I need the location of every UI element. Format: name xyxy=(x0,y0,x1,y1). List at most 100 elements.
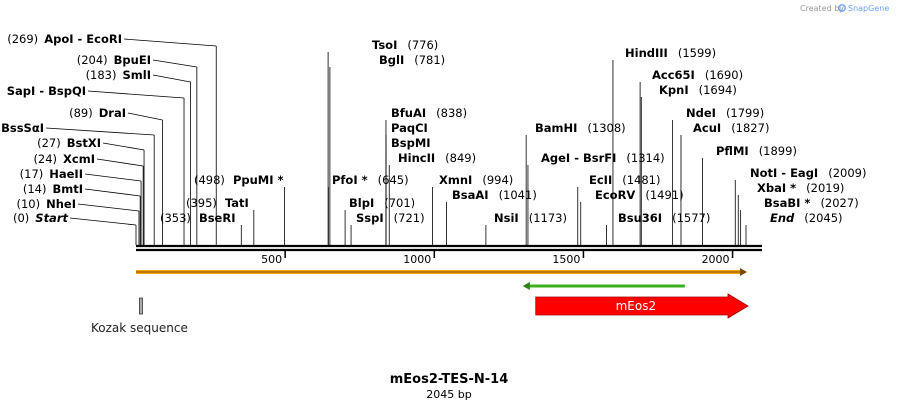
restriction-site[interactable]: Acc65I (1690) xyxy=(639,68,743,245)
restriction-site[interactable]: XbaI * (2019) xyxy=(737,181,844,245)
restriction-site[interactable]: AcuI (1827) xyxy=(680,121,769,245)
site-label[interactable]: (24) XcmI xyxy=(33,152,95,166)
site-label[interactable]: TsoI (776) xyxy=(372,38,438,52)
orf-orange[interactable] xyxy=(136,268,747,276)
site-label[interactable]: (204) BpuEI xyxy=(77,53,151,67)
orf-green[interactable] xyxy=(522,282,685,290)
site-label[interactable]: (395) TatI xyxy=(186,196,249,210)
site-enzyme-name: HincII xyxy=(398,151,435,165)
restriction-site[interactable]: SspI (721) xyxy=(350,211,425,245)
meos2-feature[interactable]: mEos2 xyxy=(535,293,749,319)
site-enzyme-name: SspI xyxy=(356,211,384,225)
kozak-mark[interactable] xyxy=(139,297,143,315)
kozak-feature[interactable]: Kozak sequence xyxy=(91,297,188,335)
restriction-site[interactable]: AgeI - BsrFI (1314) xyxy=(527,151,665,245)
site-position: (838) xyxy=(436,106,467,120)
restriction-site[interactable]: (0) Start xyxy=(13,211,137,245)
ruler: 500 1000 1500 2000 xyxy=(261,251,734,266)
site-label[interactable]: NotI - EagI (2009) xyxy=(750,166,866,180)
restriction-site[interactable]: (395) TatI xyxy=(186,196,255,245)
site-label[interactable]: (183) SmlI xyxy=(86,68,151,82)
site-label[interactable]: (17) HaeII xyxy=(20,167,83,181)
site-label[interactable]: HindIII (1599) xyxy=(625,46,716,60)
site-label[interactable]: (27) BstXI xyxy=(37,136,101,150)
snapgene-logo-icon xyxy=(838,4,846,12)
site-leader-connector xyxy=(152,59,197,68)
site-label[interactable]: BspMI xyxy=(391,136,431,150)
site-label[interactable]: AgeI - BsrFI (1314) xyxy=(541,151,665,165)
site-label[interactable]: (61)BssSI - BssSαI xyxy=(0,121,44,135)
restriction-site[interactable]: PfoI * (645) xyxy=(327,173,409,245)
site-label[interactable]: AcuI (1827) xyxy=(693,121,769,135)
site-position: (645) xyxy=(378,173,409,187)
restriction-site[interactable]: (89) DraI xyxy=(69,106,163,245)
site-label[interactable]: BlpI (701) xyxy=(349,196,415,210)
restriction-site[interactable]: EcoRV (1491) xyxy=(580,188,684,245)
restriction-site[interactable]: (353) BseRI xyxy=(160,211,242,245)
site-label[interactable]: NdeI (1799) xyxy=(686,106,764,120)
site-label[interactable]: SspI (721) xyxy=(356,211,425,225)
restriction-site[interactable]: End (2045) xyxy=(745,211,843,245)
restriction-site[interactable]: (269) ApoI - EcoRI xyxy=(7,32,217,245)
restriction-site[interactable]: BglI (781) xyxy=(329,53,445,245)
restriction-site[interactable]: NotI - EagI (2009) xyxy=(734,166,866,245)
restriction-site[interactable]: (61)BssSI - BssSαI xyxy=(0,121,155,245)
site-label[interactable]: KpnI (1694) xyxy=(659,83,737,97)
restriction-site[interactable]: (10) NheI xyxy=(17,197,140,245)
site-enzyme-name: PflMI xyxy=(716,144,749,158)
restriction-site[interactable]: XmnI (994) xyxy=(432,173,513,245)
restriction-site[interactable]: BspMI xyxy=(385,136,431,245)
site-label[interactable]: (353) BseRI xyxy=(160,211,235,225)
restriction-site[interactable]: (24) XcmI xyxy=(33,152,144,245)
restriction-site[interactable]: BsaAI (1041) xyxy=(446,188,537,245)
site-label[interactable]: (14) BmtI xyxy=(23,182,83,196)
restriction-site[interactable]: (17) HaeII xyxy=(20,167,142,245)
restriction-site[interactable]: (183) SmlI xyxy=(86,68,191,245)
site-label[interactable]: NsiI (1173) xyxy=(494,211,567,225)
restriction-site[interactable]: NdeI (1799) xyxy=(672,106,765,245)
restriction-site[interactable]: (204) BpuEI xyxy=(77,53,198,245)
site-label[interactable]: (269) ApoI - EcoRI xyxy=(7,32,122,46)
restriction-site[interactable]: BsaBI * (2027) xyxy=(740,196,859,245)
site-enzyme-name: AgeI - BsrFI xyxy=(541,151,616,165)
restriction-site[interactable]: HindIII (1599) xyxy=(612,46,716,245)
site-label[interactable]: (0) Start xyxy=(13,211,69,225)
site-label[interactable]: HincII (849) xyxy=(398,151,476,165)
restriction-site[interactable]: NsiI (1173) xyxy=(485,211,567,245)
site-label[interactable]: XmnI (994) xyxy=(439,173,513,187)
meos2-arrow[interactable] xyxy=(535,293,749,319)
ruler-tick-label: 500 xyxy=(261,253,282,266)
restriction-site[interactable]: (27) BstXI xyxy=(37,136,145,245)
site-label[interactable]: (161) SapI - BspQI xyxy=(0,84,86,98)
restriction-site[interactable]: (14) BmtI xyxy=(23,182,141,245)
site-label[interactable]: (10) NheI xyxy=(17,197,77,211)
restriction-site[interactable]: KpnI (1694) xyxy=(640,83,737,245)
site-label[interactable]: EcII(1481) xyxy=(589,173,660,187)
restriction-site[interactable]: BamHI (1308) xyxy=(525,121,626,245)
restriction-site[interactable]: (498) PpuMI * xyxy=(194,173,285,245)
restriction-site[interactable]: EcII(1481) xyxy=(577,173,661,245)
site-label[interactable]: Bsu36I(1577) xyxy=(618,211,710,225)
site-label[interactable]: End (2045) xyxy=(770,211,843,225)
restriction-site[interactable]: PflMI (1899) xyxy=(702,144,797,245)
site-enzyme-name: SmlI xyxy=(123,68,152,82)
site-label[interactable]: (89) DraI xyxy=(69,106,126,120)
site-label[interactable]: Acc65I (1690) xyxy=(652,68,743,82)
site-label[interactable]: BglI (781) xyxy=(379,53,445,67)
site-label[interactable]: PflMI (1899) xyxy=(716,144,797,158)
restriction-site[interactable]: (161) SapI - BspQI xyxy=(0,84,185,245)
site-position: (1899) xyxy=(759,144,797,158)
site-label[interactable]: (498) PpuMI * xyxy=(194,173,284,187)
site-label[interactable]: EcoRV (1491) xyxy=(595,188,684,202)
site-label[interactable]: BamHI (1308) xyxy=(535,121,626,135)
site-label[interactable]: PaqCI xyxy=(391,121,428,135)
restriction-site[interactable]: Bsu36I(1577) xyxy=(606,211,710,245)
restriction-site[interactable]: HincII (849) xyxy=(388,151,476,245)
site-label[interactable]: XbaI * (2019) xyxy=(757,181,844,195)
site-label[interactable]: BfuAI (838) xyxy=(391,106,467,120)
site-label[interactable]: PfoI * (645) xyxy=(332,173,409,187)
restriction-site[interactable]: BlpI (701) xyxy=(344,196,415,245)
site-leader-connector xyxy=(152,74,191,83)
site-label[interactable]: BsaBI * (2027) xyxy=(764,196,859,210)
site-label[interactable]: BsaAI (1041) xyxy=(452,188,537,202)
